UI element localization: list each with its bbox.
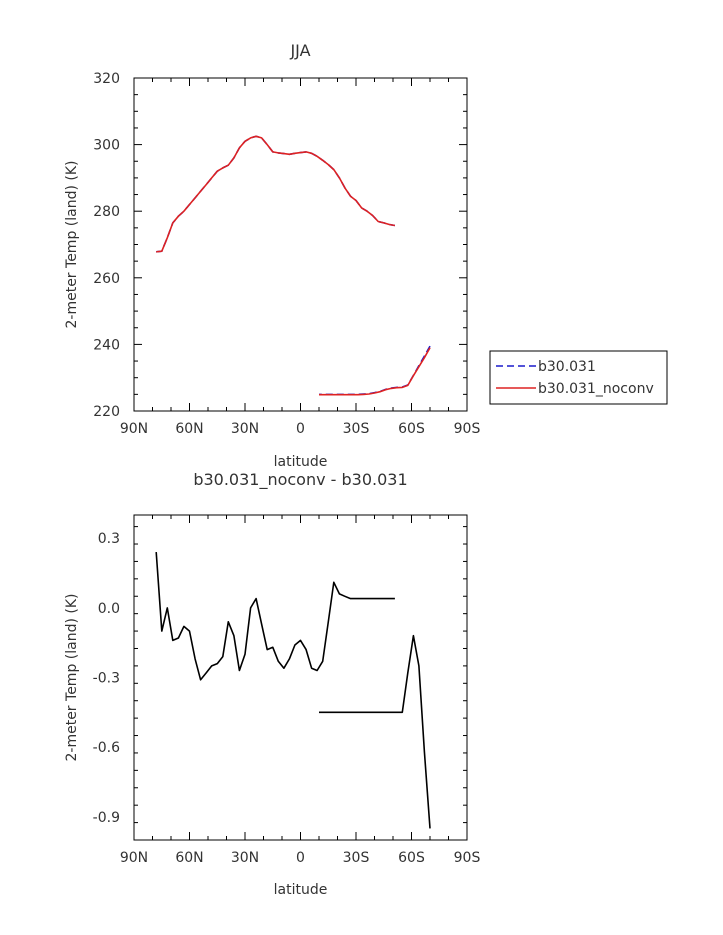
x-tick-label: 60S bbox=[398, 850, 425, 866]
plot-frame bbox=[133, 514, 468, 841]
y-tick-label: -0.6 bbox=[93, 740, 120, 756]
x-tick-label: 60S bbox=[398, 421, 425, 437]
series-0-segment-1-line bbox=[319, 634, 431, 829]
x-tick-label: 90N bbox=[120, 421, 148, 437]
x-tick-label: 90S bbox=[454, 421, 481, 437]
x-axis-label: latitude bbox=[274, 454, 328, 470]
series-0-segment-0-line bbox=[156, 135, 396, 253]
legend: b30.031 b30.031_noconv bbox=[489, 350, 668, 405]
y-tick-label: 280 bbox=[93, 204, 120, 220]
x-tick-label: 0 bbox=[296, 850, 305, 866]
series-group bbox=[155, 552, 431, 829]
x-tick-label: 90S bbox=[454, 850, 481, 866]
y-tick-label: 220 bbox=[93, 404, 120, 420]
y-tick-label: 320 bbox=[93, 71, 120, 87]
plot-frame bbox=[133, 77, 468, 412]
y-tick-label: -0.3 bbox=[93, 671, 120, 687]
y-axis-label: 2-meter Temp (land) (K) bbox=[64, 161, 80, 329]
y-tick-label: 240 bbox=[93, 337, 120, 353]
chart-panel-0: JJA 90N 60N 30N 0 30S 60S 90S 220 240 260 280 300 320… bbox=[64, 41, 668, 470]
legend-label-1: b30.031_noconv bbox=[538, 381, 654, 397]
legend-box bbox=[489, 350, 668, 405]
series-1-segment-0-line bbox=[156, 135, 396, 253]
x-tick-label: 60N bbox=[175, 421, 203, 437]
series-group bbox=[156, 135, 431, 396]
y-tick-label: -0.9 bbox=[93, 810, 120, 826]
chart-panel-1: b30.031_noconv - b30.031 90N 60N 30N 0 30S 60S… bbox=[64, 470, 480, 898]
y-tick-label: 0.3 bbox=[98, 531, 120, 547]
legend-label-0: b30.031 bbox=[538, 359, 596, 375]
series-0-segment-1-line bbox=[319, 345, 431, 396]
y-tick-label: 300 bbox=[93, 138, 120, 154]
y-tick-label: 0.0 bbox=[98, 601, 120, 617]
y-axis-label: 2-meter Temp (land) (K) bbox=[64, 594, 80, 762]
chart-title: JJA bbox=[289, 41, 310, 60]
x-tick-label: 60N bbox=[175, 850, 203, 866]
x-tick-label: 30N bbox=[231, 421, 259, 437]
x-tick-label: 90N bbox=[120, 850, 148, 866]
x-axis-label: latitude bbox=[274, 882, 328, 898]
series-0-segment-0-line bbox=[155, 552, 395, 681]
x-tick-label: 30N bbox=[231, 850, 259, 866]
series-1-segment-1-line bbox=[319, 347, 431, 396]
y-tick-label: 260 bbox=[93, 271, 120, 287]
x-tick-label: 30S bbox=[343, 850, 370, 866]
x-tick-label: 0 bbox=[296, 421, 305, 437]
x-tick-label: 30S bbox=[343, 421, 370, 437]
chart-title: b30.031_noconv - b30.031 bbox=[193, 470, 407, 490]
